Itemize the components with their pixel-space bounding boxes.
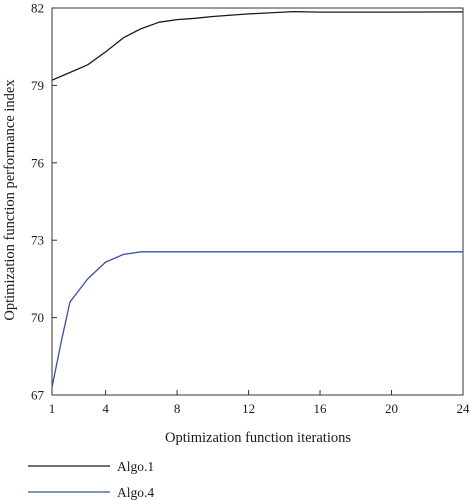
x-tick-label: 4 [102,401,109,416]
plot-area [51,7,464,396]
legend-label: Algo.1 [117,459,154,474]
plot-frame [51,7,464,396]
series-lines [51,10,464,388]
x-tick-label: 12 [242,401,255,416]
y-tick-label: 82 [31,1,44,16]
y-tick-label: 79 [31,78,44,93]
x-axis-title: Optimization function iterations [165,430,351,446]
y-tick-label: 73 [31,233,44,248]
x-tick-label: 16 [314,401,328,416]
legend: Algo.1 Algo.4 [28,459,154,500]
series-line-2 [51,251,463,388]
x-tick-label: 20 [385,401,398,416]
legend-label: Algo.4 [117,485,154,500]
x-tick-label: 8 [174,401,181,416]
axis-ticks: 1 4 8 12 16 20 24 67 70 73 76 79 82 [31,1,470,417]
y-axis-title: Optimization function performance index [2,79,18,321]
x-tick-label: 1 [49,401,56,416]
x-tick-label: 24 [457,401,470,416]
series-line-1 [51,10,464,81]
y-tick-label: 67 [31,388,45,403]
y-tick-label: 76 [31,155,45,170]
y-tick-label: 70 [31,310,44,325]
